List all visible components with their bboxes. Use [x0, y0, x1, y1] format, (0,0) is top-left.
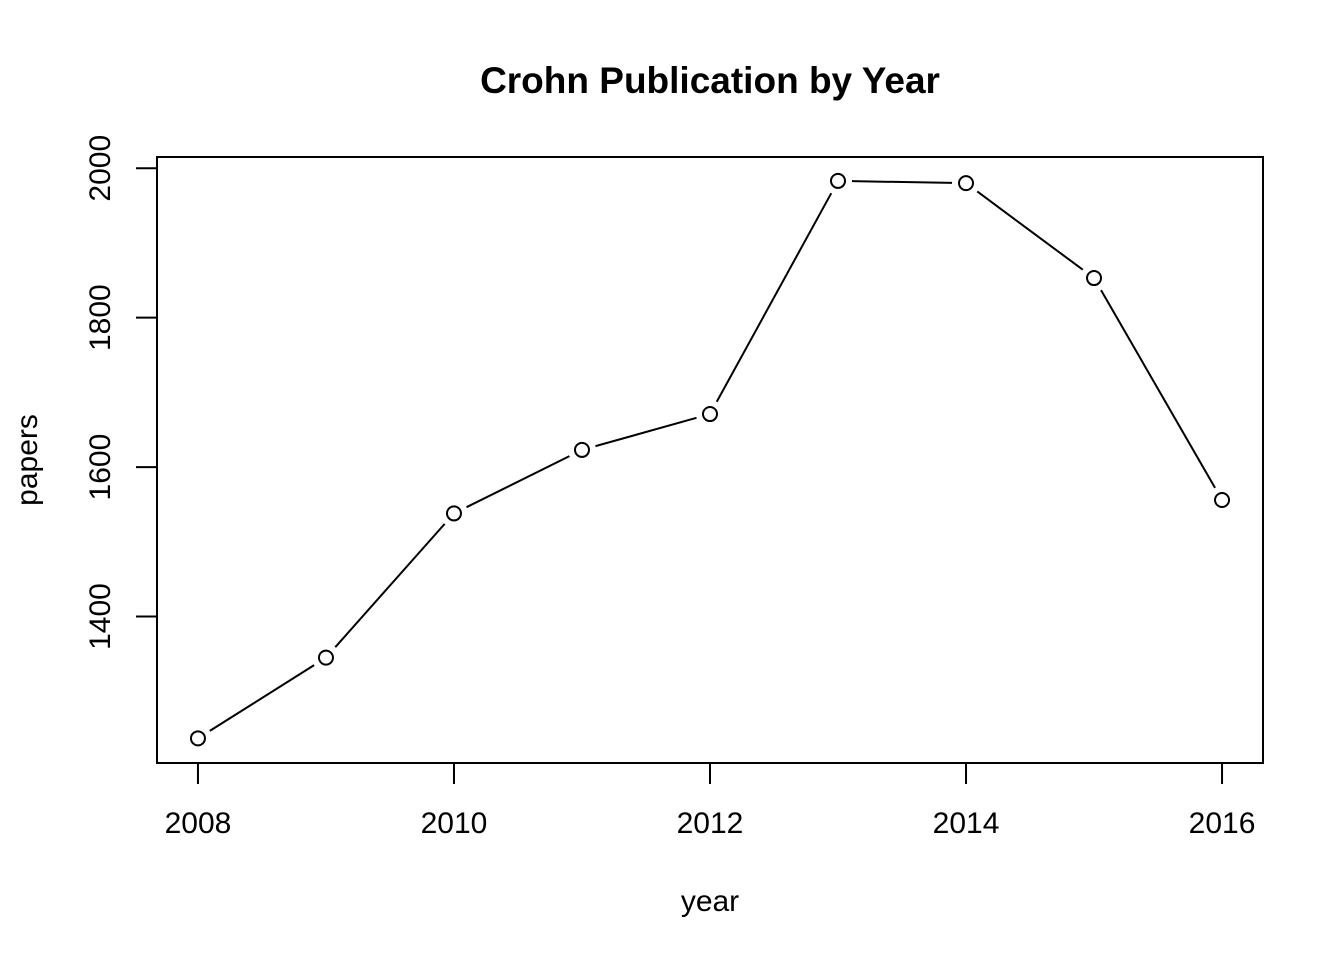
y-tick-label: 1400 — [84, 583, 117, 650]
data-point — [573, 441, 590, 458]
data-point — [702, 406, 718, 423]
series-line-segment — [851, 180, 953, 184]
data-point — [189, 730, 206, 747]
series-line-segment — [1100, 289, 1216, 489]
series-layer — [189, 172, 1231, 747]
series-line-segment — [595, 416, 697, 448]
x-tick-label: 2012 — [677, 807, 744, 840]
x-tick-label: 2016 — [1189, 807, 1256, 840]
series-line-segment — [466, 455, 570, 509]
data-point — [445, 505, 462, 522]
data-point — [958, 175, 975, 192]
series-line-segment — [715, 192, 833, 403]
series-line-segment — [334, 523, 446, 648]
y-tick-label: 2000 — [84, 135, 117, 202]
series-line-segment — [976, 190, 1084, 271]
chart-title: Crohn Publication by Year — [480, 60, 940, 101]
y-tick-label: 1800 — [84, 284, 117, 351]
x-tick-label: 2010 — [421, 807, 488, 840]
data-point — [1086, 270, 1103, 287]
x-axis: 2008 2010 2012 2014 2016 — [165, 762, 1256, 840]
x-axis-label: year — [681, 885, 739, 918]
series-line-segment — [209, 664, 315, 732]
data-point — [1214, 491, 1231, 508]
x-tick-label: 2008 — [165, 807, 232, 840]
x-tick-label: 2014 — [933, 807, 1000, 840]
y-axis: 1400 1600 1800 2000 — [84, 135, 158, 650]
y-axis-label: papers — [11, 414, 44, 506]
data-point — [317, 649, 334, 666]
data-point — [830, 172, 847, 189]
y-tick-label: 1600 — [84, 434, 117, 501]
